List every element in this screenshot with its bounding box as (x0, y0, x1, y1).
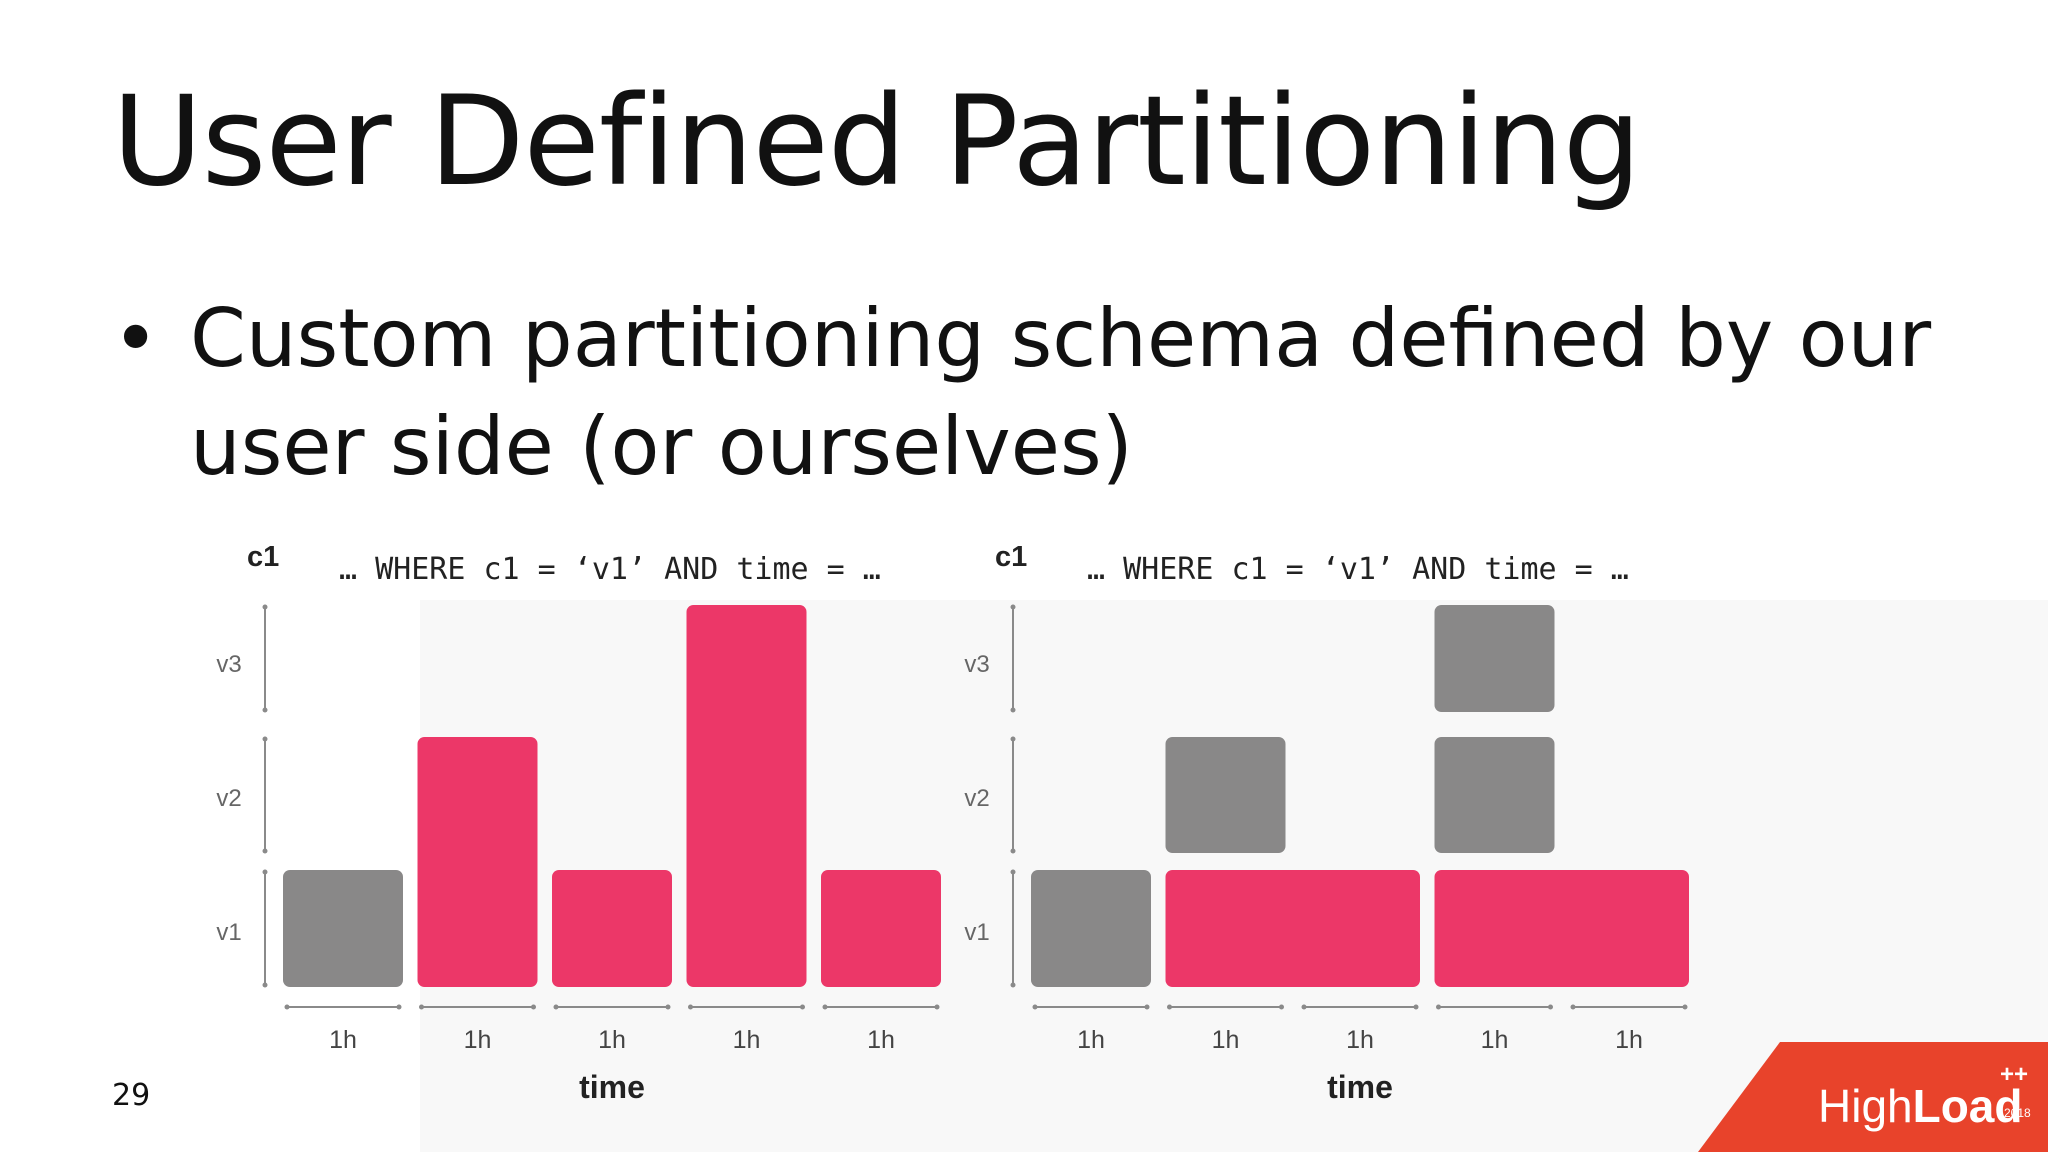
slide-title: User Defined Partitioning (112, 70, 1641, 214)
time-label: 1h (464, 1026, 492, 1054)
time-label: 1h (1481, 1026, 1509, 1054)
row-bracket-end (262, 736, 268, 742)
partition-block-highlighted (552, 870, 672, 987)
logo-background (1698, 1042, 2048, 1152)
partition-block (1165, 737, 1286, 853)
diagram-left: c1 … WHERE c1 = ‘v1’ AND time = … v1 v2 v3 1h… (216, 541, 941, 1105)
time-label: 1h (598, 1026, 626, 1054)
time-bracket-end (822, 1004, 828, 1010)
time-bracket-end (553, 1004, 559, 1010)
partition-block-highlighted (417, 737, 538, 987)
time-label: 1h (1077, 1026, 1105, 1054)
time-bracket-end (1548, 1004, 1553, 1010)
row-bracket-end (1010, 707, 1016, 713)
row-bracket-end (262, 869, 268, 875)
row-bracket-end (262, 604, 268, 610)
row-label-v2: v2 (216, 785, 241, 812)
time-bracket-end (284, 1004, 290, 1010)
logo-year: 2018 (2004, 1106, 2031, 1120)
time-bracket-end (1301, 1004, 1307, 1010)
bullet-item: • Custom partitioning schema defined by … (112, 285, 2012, 501)
partition-block-highlighted (1165, 870, 1420, 987)
row-bracket-end (1010, 848, 1016, 854)
time-bracket-end (1436, 1004, 1441, 1010)
page-number: 29 (112, 1078, 151, 1113)
time-bracket-end (531, 1004, 536, 1010)
row-label-v3: v3 (216, 651, 241, 678)
query-label: … WHERE c1 = ‘v1’ AND time = … (1087, 552, 1629, 587)
time-label: 1h (1212, 1026, 1240, 1054)
highload-logo: HighLoad ++ 2018 (1698, 1042, 2048, 1152)
row-label-v1: v1 (216, 919, 241, 946)
partition-block-highlighted (821, 870, 941, 987)
time-bracket-end (1279, 1004, 1284, 1010)
x-axis-label: time (1327, 1069, 1393, 1105)
bullet-text: Custom partitioning schema defined by ou… (190, 292, 1932, 493)
row-label-v1: v1 (964, 919, 989, 946)
time-bracket-end (1144, 1004, 1150, 1010)
row-bracket-end (262, 848, 268, 854)
time-bracket-end (934, 1004, 940, 1010)
row-bracket-end (1010, 982, 1016, 988)
axis-label: c1 (247, 541, 279, 573)
partition-block-highlighted (686, 605, 807, 987)
time-label: 1h (329, 1026, 357, 1054)
time-bracket-end (1682, 1004, 1688, 1010)
partition-block-highlighted (1434, 870, 1689, 987)
row-bracket-end (1010, 869, 1016, 875)
x-axis-label: time (579, 1069, 645, 1105)
partition-block (1434, 605, 1555, 712)
row-bracket-end (262, 707, 268, 713)
time-bracket-end (396, 1004, 402, 1010)
row-bracket-end (1010, 736, 1016, 742)
time-label: 1h (1615, 1026, 1643, 1054)
diagram-right: c1 … WHERE c1 = ‘v1’ AND time = … v1 v2 v3 1h… (964, 541, 1689, 1105)
time-label: 1h (733, 1026, 761, 1054)
time-bracket-end (1167, 1004, 1172, 1010)
time-label: 1h (1346, 1026, 1374, 1054)
row-label-v2: v2 (964, 785, 989, 812)
bullet-dot-icon: • (112, 292, 160, 385)
partition-block (1031, 870, 1151, 987)
time-bracket-end (1032, 1004, 1038, 1010)
row-label-v3: v3 (964, 651, 989, 678)
time-bracket-end (1413, 1004, 1419, 1010)
row-bracket-end (262, 982, 268, 988)
query-label: … WHERE c1 = ‘v1’ AND time = … (339, 552, 881, 587)
partition-block (283, 870, 403, 987)
time-bracket-end (1570, 1004, 1576, 1010)
time-bracket-end (665, 1004, 671, 1010)
time-bracket-end (800, 1004, 805, 1010)
logo-text: HighLoad (1818, 1080, 2023, 1132)
axis-label: c1 (995, 541, 1027, 573)
time-label: 1h (867, 1026, 895, 1054)
row-bracket-end (1010, 604, 1016, 610)
time-bracket-end (419, 1004, 424, 1010)
time-bracket-end (688, 1004, 693, 1010)
logo-superscript: ++ (2000, 1061, 2028, 1088)
partition-block (1434, 737, 1555, 853)
